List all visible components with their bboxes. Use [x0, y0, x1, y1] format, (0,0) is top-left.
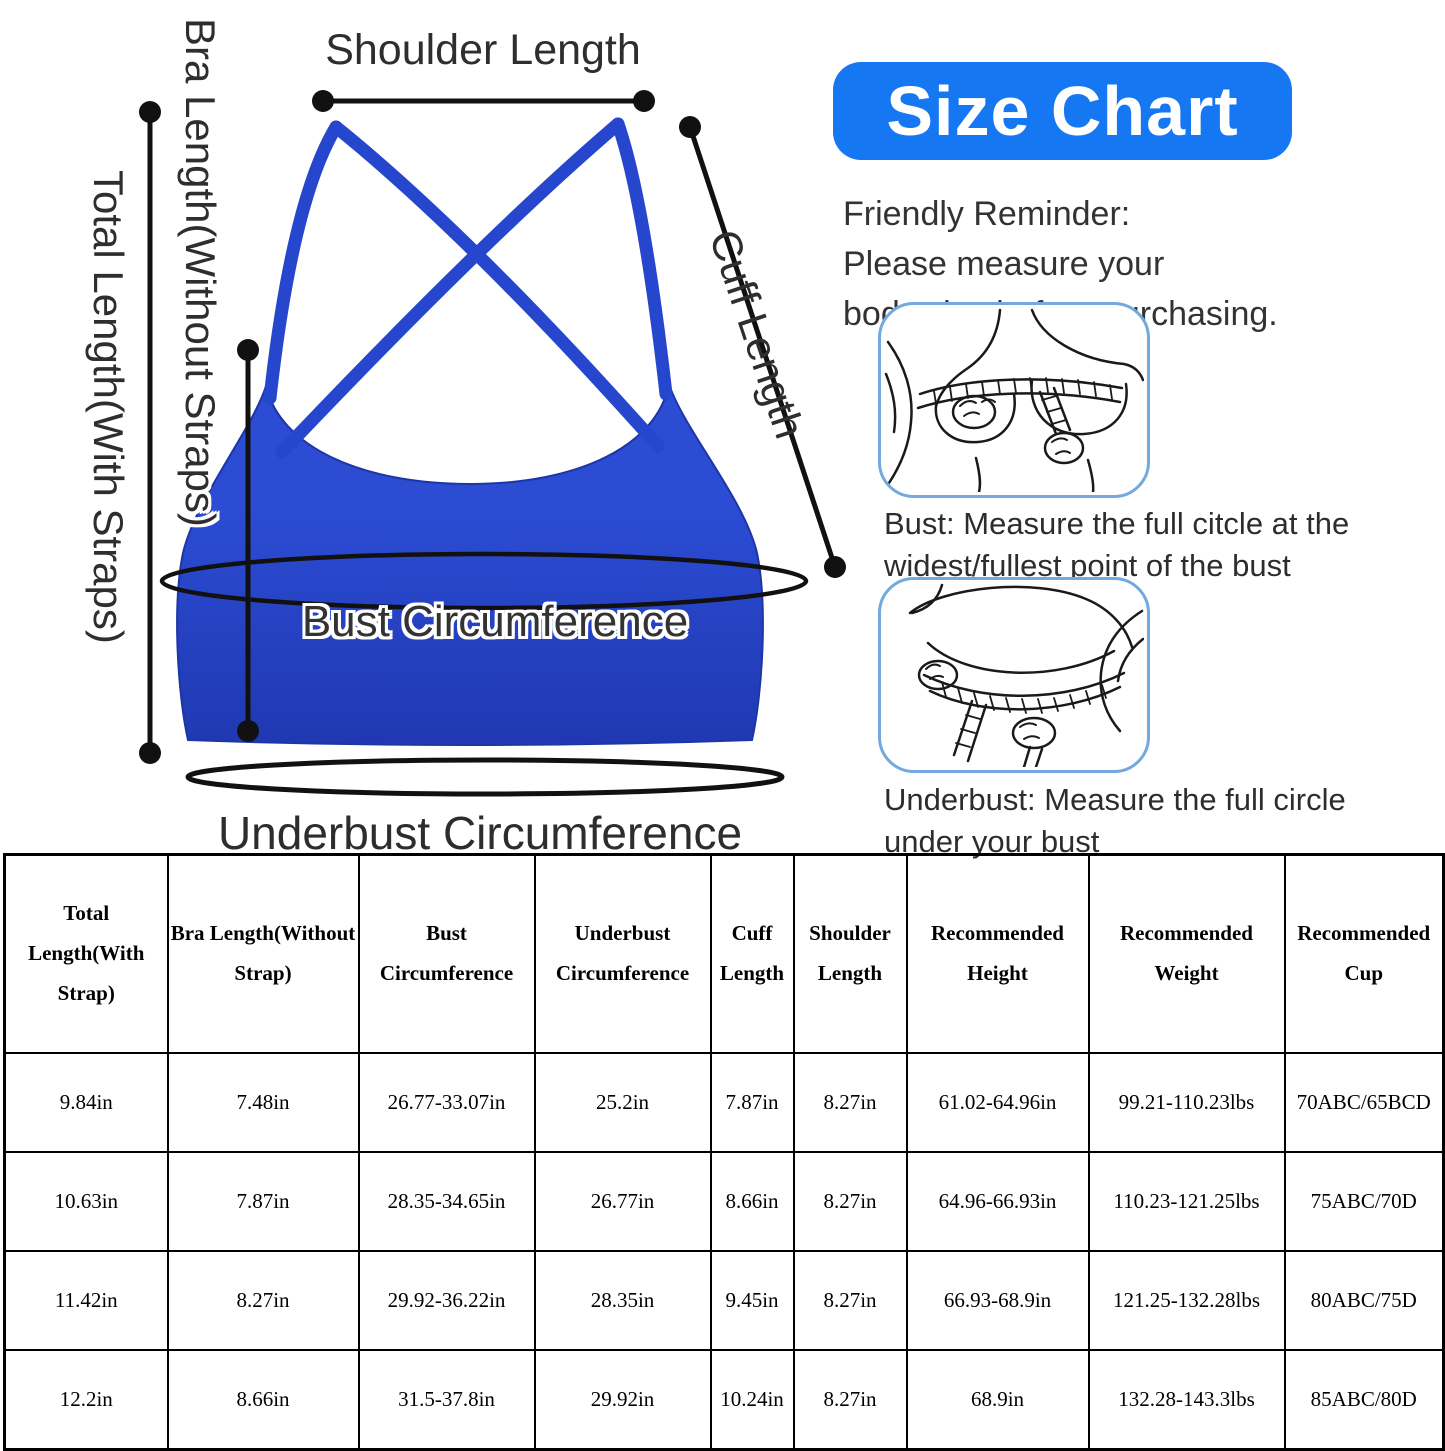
table-cell: 7.87in [709, 1052, 795, 1153]
table-cell: 64.96-66.93in [905, 1151, 1090, 1252]
table-cell: 10.24in [709, 1349, 795, 1451]
size-chart-title-text: Size Chart [886, 72, 1239, 150]
table-cell: 8.27in [792, 1052, 908, 1153]
bra-length-label: Bra Length(Without Straps) [177, 18, 224, 527]
size-table: Total Length(With Strap) Bra Length(With… [3, 853, 1445, 1451]
table-cell: 7.87in [166, 1151, 360, 1252]
header-recommended-height: Recommended Height [905, 853, 1090, 1054]
underbust-measure-caption: Underbust: Measure the full circle under… [884, 782, 1346, 860]
table-cell: 29.92-36.22in [357, 1250, 536, 1351]
underbust-circumference-label: Underbust Circumference [217, 807, 743, 859]
size-chart-title-badge: Size Chart [833, 62, 1292, 160]
table-cell: 132.28-143.3lbs [1087, 1349, 1286, 1451]
total-length-label: Total Length(With Straps) [85, 170, 132, 644]
table-cell: 8.66in [166, 1349, 360, 1451]
bra-straps [263, 117, 673, 459]
table-row: 12.2in 8.66in 31.5-37.8in 29.92in 10.24i… [3, 1349, 1445, 1451]
header-total-length: Total Length(With Strap) [3, 853, 169, 1054]
header-cuff-length: Cuff Length [709, 853, 795, 1054]
underbust-measure-illustration [878, 577, 1150, 773]
table-cell: 110.23-121.25lbs [1087, 1151, 1286, 1252]
underbust-measure-art [908, 583, 1144, 767]
measurement-lines [139, 90, 846, 797]
table-cell: 26.77in [533, 1151, 712, 1252]
table-cell: 8.66in [709, 1151, 795, 1252]
header-shoulder-length: Shoulder Length [792, 853, 908, 1054]
header-bra-length: Bra Length(Without Strap) [166, 853, 360, 1054]
table-cell: 8.27in [792, 1349, 908, 1451]
shoulder-length-label: Shoulder Length [325, 26, 641, 74]
table-cell: 8.27in [792, 1250, 908, 1351]
table-cell: 61.02-64.96in [905, 1052, 1090, 1153]
table-cell: 9.45in [709, 1250, 795, 1351]
header-recommended-weight: Recommended Weight [1087, 853, 1286, 1054]
table-row: 9.84in 7.48in 26.77-33.07in 25.2in 7.87i… [3, 1052, 1445, 1153]
bra-body [176, 117, 764, 746]
table-cell: 25.2in [533, 1052, 712, 1153]
table-cell: 8.27in [166, 1250, 360, 1351]
table-cell: 29.92in [533, 1349, 712, 1451]
table-cell: 121.25-132.28lbs [1087, 1250, 1286, 1351]
table-cell: 8.27in [792, 1151, 908, 1252]
table-cell: 70ABC/65BCD [1283, 1052, 1445, 1153]
header-underbust-circumference: Underbust Circumference [533, 853, 712, 1054]
table-cell: 99.21-110.23lbs [1087, 1052, 1286, 1153]
table-cell: 31.5-37.8in [357, 1349, 536, 1451]
cuff-length-line [687, 126, 838, 568]
table-cell: 80ABC/75D [1283, 1250, 1445, 1351]
table-row: 11.42in 8.27in 29.92-36.22in 28.35in 9.4… [3, 1250, 1445, 1351]
table-cell: 75ABC/70D [1283, 1151, 1445, 1252]
bust-circumference-label: Bust Circumference [301, 597, 689, 646]
table-cell: 26.77-33.07in [357, 1052, 536, 1153]
table-cell: 68.9in [905, 1349, 1090, 1451]
bust-measure-caption: Bust: Measure the full citcle at the wid… [884, 506, 1350, 584]
bust-measure-art [884, 308, 1144, 492]
table-cell: 28.35-34.65in [357, 1151, 536, 1252]
table-cell: 11.42in [3, 1250, 169, 1351]
table-cell: 7.48in [166, 1052, 360, 1153]
table-cell: 85ABC/80D [1283, 1349, 1445, 1451]
table-cell: 10.63in [3, 1151, 169, 1252]
table-cell: 28.35in [533, 1250, 712, 1351]
table-cell: 9.84in [3, 1052, 169, 1153]
table-cell: 12.2in [3, 1349, 169, 1451]
bra-diagram [139, 90, 846, 797]
table-row: 10.63in 7.87in 28.35-34.65in 26.77in 8.6… [3, 1151, 1445, 1252]
header-recommended-cup: Recommended Cup [1283, 853, 1445, 1054]
table-header-row: Total Length(With Strap) Bra Length(With… [3, 853, 1445, 1054]
underbust-circumference-ellipse [185, 757, 785, 797]
line-end-dots [139, 90, 846, 764]
bust-measure-illustration [878, 302, 1150, 498]
table-cell: 66.93-68.9in [905, 1250, 1090, 1351]
bust-circumference-ellipse [159, 551, 809, 611]
header-bust-circumference: Bust Circumference [357, 853, 536, 1054]
